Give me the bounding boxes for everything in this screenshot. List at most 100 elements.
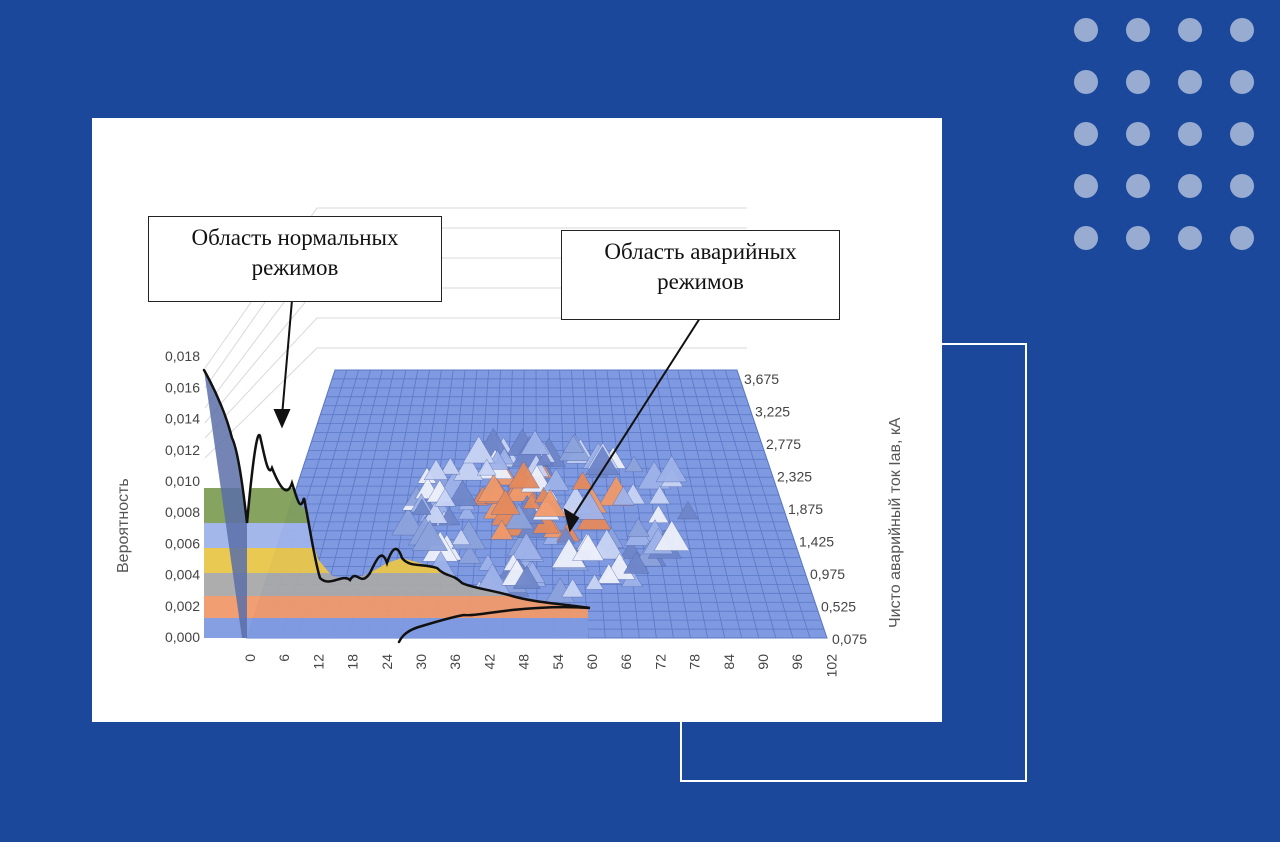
z-tick-label: 1,875 xyxy=(788,501,823,517)
surface-facet xyxy=(510,532,543,560)
ridge-side-wall xyxy=(204,370,247,638)
y-tick-label: 0,016 xyxy=(165,379,200,395)
x-tick-label: 30 xyxy=(413,654,429,670)
surface-facet xyxy=(596,563,621,584)
surface-facet xyxy=(612,486,635,506)
x-tick-label: 78 xyxy=(687,654,703,670)
y-tick-label: 0,002 xyxy=(165,598,200,614)
z-tick-label: 0,075 xyxy=(832,631,867,647)
decorative-dot xyxy=(1074,174,1098,198)
decorative-dot xyxy=(1126,174,1150,198)
z-tick-label: 0,975 xyxy=(810,566,845,582)
z-tick-label: 0,525 xyxy=(821,599,856,615)
x-tick-label: 48 xyxy=(516,654,532,670)
surface-facet xyxy=(411,520,448,551)
decorative-dot xyxy=(1126,226,1150,250)
decorative-dot xyxy=(1178,122,1202,146)
surface-facet xyxy=(677,501,699,520)
x-tick-label: 96 xyxy=(789,654,805,670)
x-tick-label: 54 xyxy=(550,654,566,670)
ridge-band xyxy=(204,488,588,608)
surface-facet xyxy=(648,485,671,505)
surface-chart: 0,000 0,002 0,004 0,006 0,008 0,010 0,012 0,014… xyxy=(115,207,904,678)
emergency-mode-callout-line1: Область аварийных xyxy=(604,239,797,264)
x-tick-label: 72 xyxy=(652,654,668,670)
x-tick-label: 84 xyxy=(721,654,737,670)
decorative-dot xyxy=(1074,70,1098,94)
surface-facet xyxy=(653,520,690,551)
surface-facet xyxy=(542,468,570,491)
x-tick-label: 66 xyxy=(618,654,634,670)
ridge-band xyxy=(204,618,588,638)
surface-facet xyxy=(572,533,605,561)
normal-mode-callout-line2: режимов xyxy=(251,255,339,280)
surface-facet xyxy=(562,434,585,453)
surface-facet xyxy=(585,573,604,590)
z-tick-label: 3,225 xyxy=(755,404,790,420)
decorative-dot xyxy=(1074,18,1098,42)
normal-mode-callout-line1: Область нормальных xyxy=(191,225,399,250)
decorative-dot xyxy=(1230,70,1254,94)
y-tick-label: 0,014 xyxy=(165,411,200,427)
y-tick-label: 0,006 xyxy=(165,535,200,551)
y-tick-label: 0,004 xyxy=(165,567,200,583)
chart-card: 0,000 0,002 0,004 0,006 0,008 0,010 0,012 0,014… xyxy=(92,118,942,722)
surface-facet xyxy=(536,451,553,466)
emergency-region-surface xyxy=(391,427,699,603)
surface-facet xyxy=(451,528,471,545)
ridge-band xyxy=(204,523,588,608)
x-tick-label: 42 xyxy=(481,654,497,670)
y-axis-title: Вероятность xyxy=(115,478,132,573)
surface-facet xyxy=(520,429,550,455)
surface-facet xyxy=(533,488,567,517)
y-tick-label: 0,000 xyxy=(165,629,200,645)
y-tick-label: 0,010 xyxy=(165,473,200,489)
decorative-dot xyxy=(1230,122,1254,146)
x-tick-label: 6 xyxy=(276,654,292,662)
surface-facet xyxy=(423,458,449,480)
z-axis-title: Чисто аварийный ток Iав, кА xyxy=(887,417,904,628)
y-axis-ticks: 0,000 0,002 0,004 0,006 0,008 0,010 0,012 0,014… xyxy=(165,348,200,645)
z-tick-label: 2,325 xyxy=(777,469,812,485)
decorative-dot xyxy=(1126,18,1150,42)
surface-facet xyxy=(476,458,497,476)
surface-facet xyxy=(440,457,461,475)
annotation-arrows xyxy=(273,299,701,533)
surface-facet xyxy=(561,578,584,598)
decorative-dot xyxy=(1178,18,1202,42)
decorative-dot xyxy=(1074,122,1098,146)
normal-mode-callout: Область нормальных режимов xyxy=(148,216,442,302)
x-tick-label: 0 xyxy=(242,654,258,662)
decorative-dot xyxy=(1126,70,1150,94)
surface-facet xyxy=(434,487,456,507)
surface-facet xyxy=(655,455,688,483)
surface-facet xyxy=(476,473,511,502)
region-outline-curve xyxy=(202,368,591,644)
z-tick-label: 2,775 xyxy=(766,436,801,452)
x-tick-label: 18 xyxy=(345,654,361,670)
y-tick-label: 0,008 xyxy=(165,504,200,520)
x-axis-ticks: 0 6 12 18 24 30 36 42 48 54 60 66 72 78 84 90 96 102 xyxy=(242,654,839,678)
surface-facet xyxy=(490,519,514,540)
z-tick-label: 1,425 xyxy=(799,534,834,550)
z-axis-ticks: 0,075 0,525 0,975 1,425 1,875 2,325 2,775 3,225… xyxy=(744,371,867,647)
decorative-dot xyxy=(1178,226,1202,250)
ridge-band xyxy=(204,573,588,608)
y-tick-label: 0,018 xyxy=(165,348,200,364)
x-tick-label: 60 xyxy=(584,654,600,670)
surface-facet xyxy=(571,471,594,490)
surface-facet xyxy=(391,506,425,536)
emergency-mode-callout: Область аварийных режимов xyxy=(561,230,840,320)
x-tick-label: 90 xyxy=(755,654,771,670)
surface-facet xyxy=(585,446,620,475)
x-tick-label: 102 xyxy=(823,654,839,678)
y-tick-label: 0,012 xyxy=(165,442,200,458)
x-tick-label: 12 xyxy=(310,654,326,670)
surface-facet xyxy=(512,565,541,589)
decorative-dot xyxy=(1230,226,1254,250)
surface-facet xyxy=(458,544,481,564)
ridge-band xyxy=(204,548,588,608)
surface-facet xyxy=(462,435,495,464)
surface-facet xyxy=(623,551,650,574)
decorative-dot xyxy=(1230,18,1254,42)
